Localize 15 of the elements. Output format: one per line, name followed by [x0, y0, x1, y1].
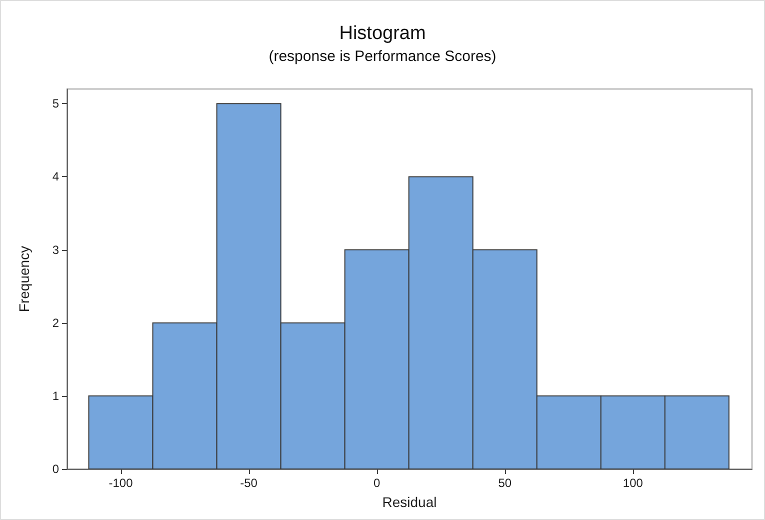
- x-tick-label: -100: [108, 476, 134, 490]
- x-tick-label: 0: [374, 476, 381, 490]
- y-tick-label: 2: [52, 316, 60, 330]
- y-axis-title: Frequency: [16, 246, 32, 312]
- y-tick-label: 3: [52, 242, 60, 257]
- chart-title: Histogram: [339, 23, 426, 44]
- x-tick-label: -50: [240, 476, 258, 490]
- y-tick-label: 4: [52, 170, 60, 184]
- y-tick-label: 5: [52, 96, 60, 111]
- x-tick-label: 100: [622, 476, 644, 490]
- x-axis-title: Residual: [382, 494, 437, 510]
- chart-subtitle: (response is Performance Scores): [268, 48, 496, 65]
- y-tick-label: 1: [52, 388, 60, 403]
- x-tick-label: 50: [498, 476, 512, 490]
- y-tick-label: 0: [52, 462, 60, 476]
